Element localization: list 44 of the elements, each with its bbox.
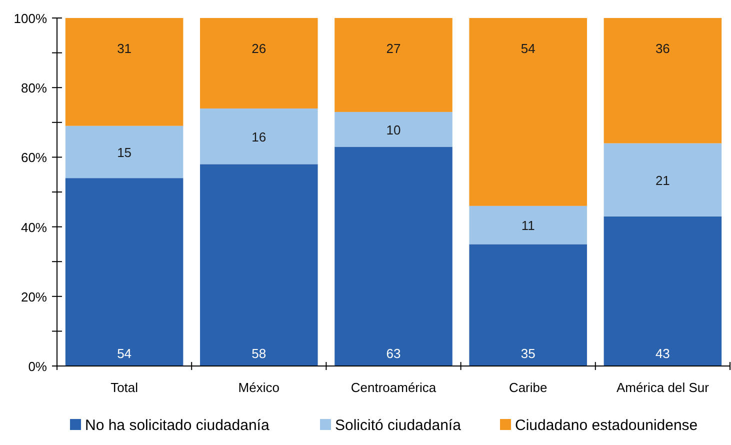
bar: [334, 146, 452, 366]
bar: [65, 126, 184, 178]
data-label: 26: [252, 41, 266, 56]
data-label: 54: [520, 41, 536, 56]
data-label: 58: [252, 346, 266, 361]
y-tick-label: 0%: [28, 359, 48, 374]
bar: [334, 112, 452, 147]
bar: [200, 18, 318, 108]
data-label: 16: [252, 129, 266, 144]
bar: [469, 206, 587, 244]
y-tick-label: 20%: [20, 289, 48, 304]
data-label: 11: [521, 218, 535, 234]
bar: [604, 18, 722, 144]
data-label: 54: [117, 346, 132, 361]
x-tick-label: América del Sur: [616, 380, 710, 395]
x-tick-label: Caribe: [508, 380, 548, 395]
bar: [604, 143, 722, 216]
data-label: 21: [655, 172, 670, 188]
bar: [200, 108, 318, 164]
bar: [65, 18, 184, 126]
bar: [334, 18, 452, 112]
legend-label: Solicitó ciudadanía: [335, 417, 462, 434]
bar: [469, 244, 587, 366]
data-label: 27: [386, 41, 401, 56]
bar: [200, 164, 318, 366]
legend-label: Ciudadano estadounidense: [515, 417, 698, 434]
data-label: 63: [386, 346, 401, 361]
data-label: 31: [117, 41, 132, 56]
y-tick-label: 80%: [20, 80, 48, 96]
data-label: 35: [520, 346, 536, 361]
data-label: 43: [655, 346, 670, 361]
bar: [469, 18, 587, 206]
legend-label: No ha solicitado ciudadanía: [85, 417, 270, 434]
x-tick-label: Total: [110, 380, 138, 395]
bar: [65, 178, 184, 366]
y-tick-label: 100%: [14, 11, 48, 26]
data-label: 36: [655, 41, 670, 56]
x-tick-label: México: [238, 380, 280, 395]
x-tick-label: Centroamérica: [350, 380, 437, 395]
data-label: 10: [386, 122, 401, 138]
bar: [604, 216, 722, 366]
y-tick-label: 60%: [20, 150, 48, 166]
data-label: 15: [117, 144, 132, 160]
y-tick-label: 40%: [20, 220, 48, 235]
